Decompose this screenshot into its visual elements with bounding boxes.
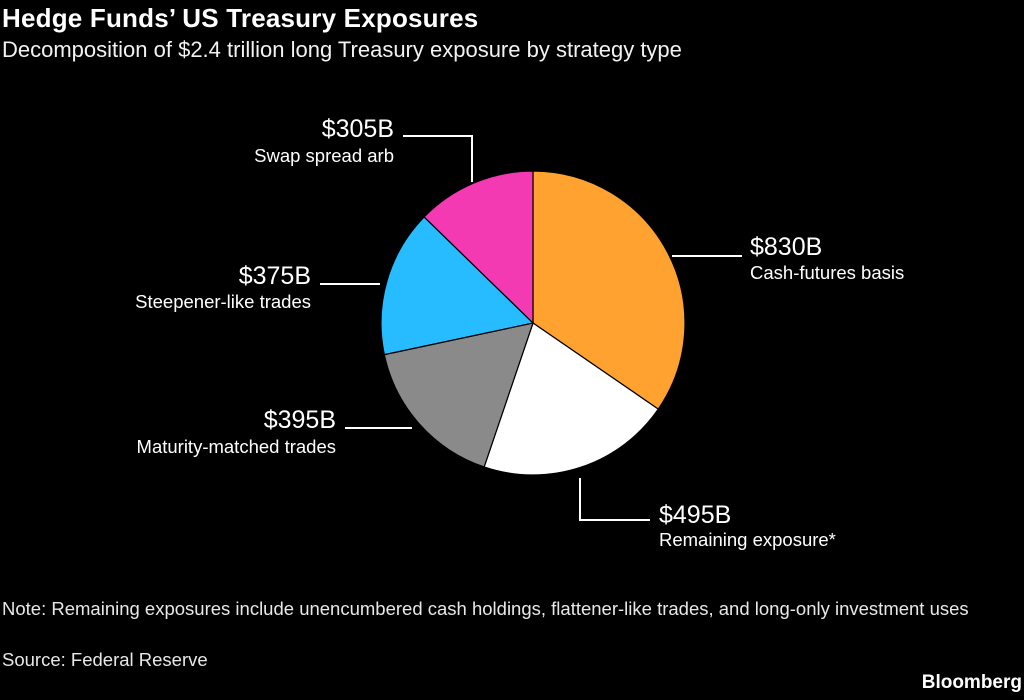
category-label-cash-futures-basis: Cash-futures basis [750,262,904,283]
value-label-cash-futures-basis: $830B [750,233,822,261]
leader-line-remaining-exposure [579,478,650,521]
footnote: Note: Remaining exposures include unencu… [2,598,969,619]
category-label-steepener-like-trades: Steepener-like trades [135,291,311,312]
value-label-maturity-matched-trades: $395B [264,406,336,434]
category-label-maturity-matched-trades: Maturity-matched trades [137,436,336,457]
chart-subtitle: Decomposition of $2.4 trillion long Trea… [2,37,682,62]
value-label-steepener-like-trades: $375B [239,262,311,290]
category-label-remaining-exposure: Remaining exposure* [659,529,836,550]
pie-slice-swap-spread-arb [423,170,534,325]
source-note: Source: Federal Reserve [2,649,208,670]
leader-line-swap-spread-arb [403,135,473,182]
chart-title: Hedge Funds’ US Treasury Exposures [2,3,479,33]
pie-slice-cash-futures-basis [532,170,686,410]
pie-slice-steepener-like-trades [380,216,535,356]
pie-slice-maturity-matched-trades [383,322,534,468]
category-label-swap-spread-arb: Swap spread arb [254,145,394,166]
bloomberg-logo: Bloomberg [921,672,1022,693]
value-label-remaining-exposure: $495B [659,501,731,529]
value-label-swap-spread-arb: $305B [322,115,394,143]
pie-slice-remaining-exposure [483,322,660,476]
